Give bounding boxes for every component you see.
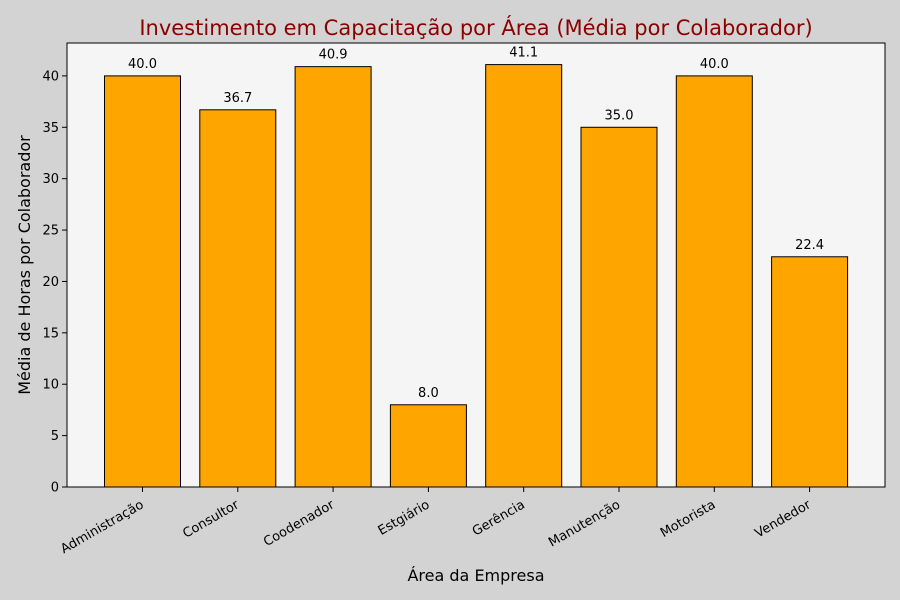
x-axis-title: Área da Empresa bbox=[407, 566, 544, 585]
bars-group bbox=[104, 64, 849, 488]
y-tick-label: 10 bbox=[42, 378, 59, 393]
y-axis: 0 5 10 15 20 25 30 35 40 bbox=[42, 69, 67, 496]
y-tick-label: 25 bbox=[42, 224, 59, 239]
bar bbox=[389, 404, 467, 488]
bar bbox=[580, 126, 658, 488]
bar-value-label: 40.0 bbox=[700, 57, 729, 72]
bar-value-label: 22.4 bbox=[795, 238, 824, 253]
bar bbox=[771, 256, 849, 488]
y-tick-label: 40 bbox=[42, 69, 59, 84]
y-tick-label: 15 bbox=[42, 326, 59, 341]
bar bbox=[485, 64, 563, 488]
chart-title: Investimento em Capacitação por Área (Mé… bbox=[139, 15, 812, 40]
plot-frame bbox=[66, 42, 886, 488]
bar bbox=[104, 75, 181, 488]
bar bbox=[675, 75, 753, 488]
bar bbox=[294, 66, 372, 488]
plot-area bbox=[67, 43, 885, 487]
y-tick-label: 30 bbox=[42, 172, 59, 187]
y-tick-label: 5 bbox=[51, 429, 59, 444]
bar bbox=[199, 109, 277, 488]
bar-value-label: 35.0 bbox=[605, 108, 634, 123]
value-labels-group: 40.0 36.7 40.9 8.0 41.1 35.0 40.0 22.4 bbox=[128, 46, 824, 401]
bar-value-label: 8.0 bbox=[418, 386, 439, 401]
bar-value-label: 36.7 bbox=[223, 91, 252, 106]
y-tick-label: 35 bbox=[42, 121, 59, 136]
y-tick-label: 20 bbox=[42, 275, 59, 290]
y-axis-title: Média de Horas por Colaborador bbox=[15, 135, 34, 395]
bar-value-label: 40.9 bbox=[319, 48, 348, 63]
bar-value-label: 41.1 bbox=[509, 46, 538, 61]
bar-value-label: 40.0 bbox=[128, 57, 157, 72]
y-tick-label: 0 bbox=[51, 481, 59, 496]
